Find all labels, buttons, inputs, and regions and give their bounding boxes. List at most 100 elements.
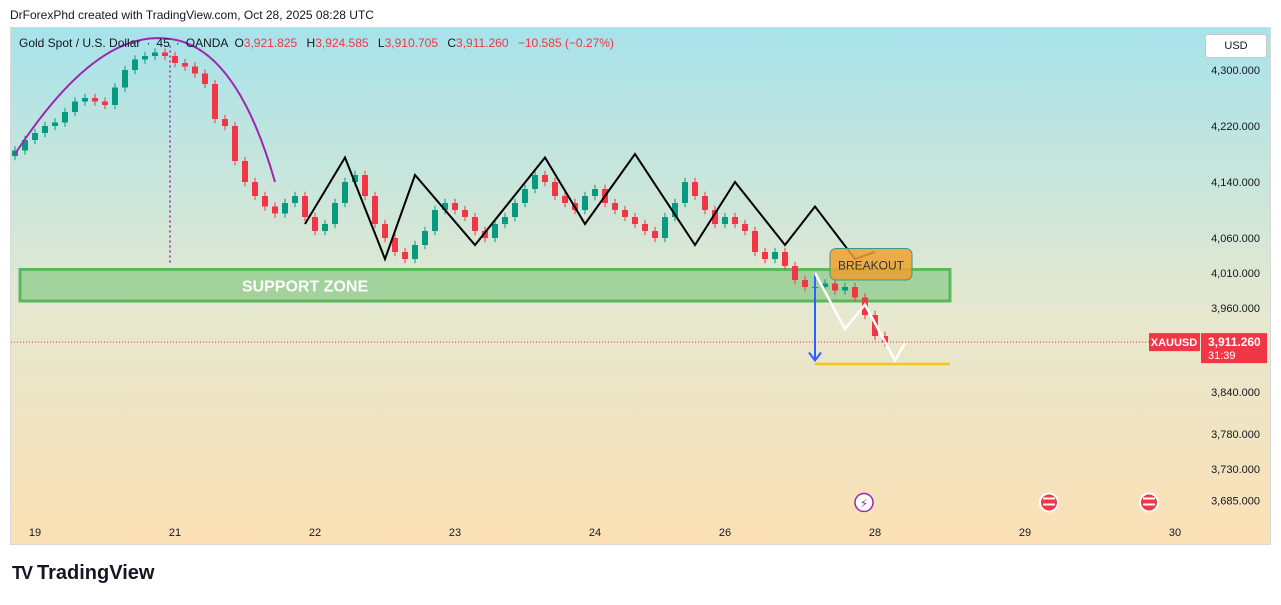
candle-body	[22, 140, 28, 151]
candle-body	[512, 203, 518, 217]
candle-body	[642, 224, 648, 231]
symbol-tag	[1149, 333, 1200, 352]
candle-body	[782, 252, 788, 266]
candle-body	[252, 182, 258, 196]
candle-body	[172, 56, 178, 63]
candle-body	[202, 73, 208, 84]
currency-selector[interactable]: USD	[1205, 34, 1267, 58]
candle-body	[322, 224, 328, 231]
candle-body	[52, 122, 58, 126]
candle-body	[752, 231, 758, 252]
x-tick-label: 24	[589, 527, 601, 539]
breakout-box[interactable]	[829, 248, 913, 281]
candle-body	[402, 252, 408, 259]
last-price-tag	[1201, 333, 1267, 364]
y-tick-label: 3,840.000	[1211, 387, 1260, 399]
candle-body	[122, 70, 128, 88]
candle-body	[552, 182, 558, 196]
candle-body	[222, 119, 228, 126]
candle-body	[722, 217, 728, 224]
candle-body	[242, 161, 248, 182]
symbol-broker: OANDA	[185, 36, 228, 50]
candle-body	[352, 175, 358, 182]
y-tick-label: 4,010.000	[1211, 268, 1260, 280]
candle-body	[832, 283, 838, 291]
candle-body	[392, 238, 398, 252]
candle-body	[142, 56, 148, 60]
candle-body	[32, 133, 38, 140]
candle-body	[692, 182, 698, 196]
lightning-glyph: ⚡	[860, 497, 868, 511]
tradingview-logo-text: TradingView	[37, 562, 155, 584]
candle-body	[362, 175, 368, 196]
candle-body	[92, 98, 98, 102]
close-value: 3,911.260	[456, 36, 509, 50]
candle-body	[492, 224, 498, 238]
candle-body	[232, 126, 238, 161]
candle-body	[112, 87, 118, 105]
candle-body	[72, 101, 78, 112]
blue-arrow-head	[808, 351, 822, 363]
candle-body	[452, 203, 458, 210]
y-tick-label: 3,685.000	[1211, 496, 1260, 508]
chart-frame[interactable]: 4,300.000 4,220.000 4,140.000 4,060.000 4,01…	[10, 27, 1271, 545]
flag-stripe	[1043, 497, 1055, 500]
y-tick-label: 3,730.000	[1211, 464, 1260, 476]
candle-body	[772, 252, 778, 259]
low-label: L	[377, 36, 385, 50]
support-zone[interactable]	[18, 268, 952, 303]
x-tick-label: 30	[1169, 527, 1181, 539]
x-tick-label: 23	[449, 527, 461, 539]
close-label: C	[447, 36, 457, 50]
us-flag-event-icon[interactable]	[1039, 492, 1059, 513]
candle-body	[652, 231, 658, 238]
candle-body	[292, 196, 298, 203]
chart-background	[11, 28, 1270, 544]
candle-body	[802, 280, 808, 287]
candle-body	[662, 217, 668, 238]
flag-stripe	[1043, 503, 1055, 506]
candle-body	[682, 182, 688, 203]
x-tick-label: 19	[29, 527, 41, 539]
candle-body	[732, 217, 738, 224]
y-tick-label: 4,140.000	[1211, 177, 1260, 189]
last-price-label: 3,911.260	[1208, 335, 1261, 349]
countdown-label: 31:39	[1208, 350, 1236, 362]
y-tick-label: 4,220.000	[1211, 121, 1260, 133]
candle-body	[852, 287, 858, 298]
candle-body	[612, 203, 618, 210]
candle-body	[42, 126, 48, 133]
symbol-name: Gold Spot / U.S. Dollar	[19, 36, 141, 50]
x-tick-label: 21	[169, 527, 181, 539]
candle-body	[672, 203, 678, 217]
candle-body	[502, 217, 508, 224]
x-tick-label: 28	[869, 527, 881, 539]
candle-body	[82, 98, 88, 102]
candle-body	[542, 175, 548, 182]
candle-body	[562, 196, 568, 203]
y-tick-label: 4,300.000	[1211, 65, 1260, 77]
candle-body	[882, 336, 888, 343]
candle-body	[582, 196, 588, 210]
candle-body	[272, 206, 278, 214]
x-tick-label: 26	[719, 527, 731, 539]
candle-body	[162, 52, 168, 56]
candle-body	[842, 287, 848, 291]
candle-body	[622, 210, 628, 217]
price-chart[interactable]: 4,300.000 4,220.000 4,140.000 4,060.000 4,01…	[11, 28, 1271, 545]
candle-body	[332, 203, 338, 224]
us-flag-event-icon[interactable]	[1139, 492, 1159, 513]
tradingview-logo[interactable]: TV TradingView	[12, 562, 154, 585]
y-tick-label: 3,960.000	[1211, 303, 1260, 315]
candle-body	[262, 196, 268, 207]
candle-body	[192, 66, 198, 74]
symbol-interval: 45	[156, 36, 170, 50]
candle-body	[412, 245, 418, 259]
lightning-event-icon[interactable]	[854, 492, 874, 513]
flag-stripe	[1143, 497, 1155, 500]
rounded-top-arc	[14, 37, 276, 183]
candle-body	[422, 231, 428, 245]
candle-body	[372, 196, 378, 224]
candle-body	[182, 63, 188, 67]
breakout-label: BREAKOUT	[838, 258, 905, 272]
